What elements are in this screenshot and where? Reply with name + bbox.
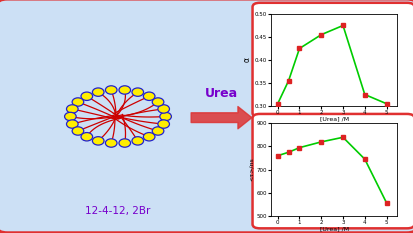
Y-axis label: α: α	[242, 58, 252, 62]
FancyBboxPatch shape	[252, 114, 413, 228]
Text: Urea: Urea	[204, 87, 237, 100]
Ellipse shape	[157, 105, 169, 113]
Ellipse shape	[81, 92, 93, 100]
Ellipse shape	[132, 137, 143, 145]
FancyBboxPatch shape	[252, 3, 413, 117]
Ellipse shape	[119, 139, 130, 147]
Ellipse shape	[143, 92, 154, 100]
Ellipse shape	[66, 105, 78, 113]
Ellipse shape	[92, 137, 104, 145]
Ellipse shape	[72, 98, 83, 106]
Ellipse shape	[159, 112, 171, 121]
Ellipse shape	[92, 88, 104, 96]
Y-axis label: <τ>/ns: <τ>/ns	[248, 158, 253, 181]
FancyArrowPatch shape	[191, 106, 251, 129]
X-axis label: [Urea] /M: [Urea] /M	[319, 226, 348, 231]
Ellipse shape	[119, 86, 130, 94]
Ellipse shape	[157, 120, 169, 128]
Ellipse shape	[105, 86, 117, 94]
Ellipse shape	[152, 98, 164, 106]
Ellipse shape	[132, 88, 143, 96]
Text: 12-4-12, 2Br: 12-4-12, 2Br	[85, 206, 150, 216]
Ellipse shape	[64, 112, 76, 121]
Ellipse shape	[152, 127, 164, 135]
Ellipse shape	[105, 139, 117, 147]
X-axis label: [Urea] /M: [Urea] /M	[319, 116, 348, 122]
Ellipse shape	[143, 133, 154, 141]
Ellipse shape	[72, 127, 83, 135]
Ellipse shape	[66, 120, 78, 128]
Ellipse shape	[81, 133, 93, 141]
